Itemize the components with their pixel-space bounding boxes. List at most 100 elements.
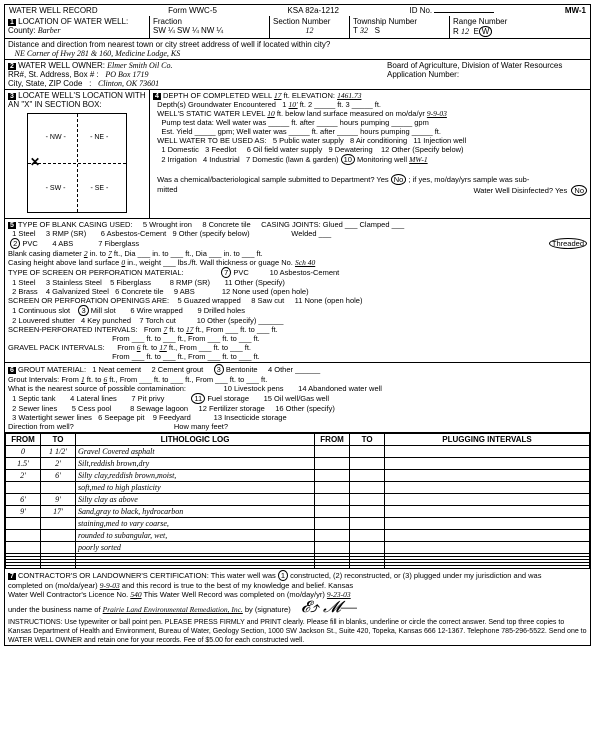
owner-addr1: PO Box 1719 bbox=[105, 70, 148, 79]
log-cell: 1.5' bbox=[6, 458, 41, 470]
lithologic-log-table: FROMTOLITHOLOGIC LOGFROMTOPLUGGING INTER… bbox=[5, 433, 590, 569]
grout-to: 6 bbox=[103, 375, 107, 384]
log-cell bbox=[41, 482, 76, 494]
log-cell bbox=[350, 530, 385, 542]
casing-label: PVC bbox=[22, 239, 37, 248]
use-circle: 10 bbox=[341, 154, 355, 165]
log-cell bbox=[350, 458, 385, 470]
log-cell bbox=[41, 542, 76, 554]
perf-to: 17 bbox=[186, 325, 194, 334]
board-label: Board of Agriculture, Division of Water … bbox=[387, 61, 562, 70]
log-cell bbox=[385, 518, 590, 530]
table-row: 2'6'Silty clay,reddish brown,moist, bbox=[6, 470, 590, 482]
owner-name: Elmer Smith Oil Co. bbox=[107, 61, 172, 70]
cert-circle: 1 bbox=[278, 570, 288, 581]
joints-circle: Threaded bbox=[549, 238, 587, 249]
sec-5-num: 5 bbox=[8, 222, 16, 229]
disinf-no: No bbox=[571, 185, 587, 196]
fraction: SW ¼ SW ¼ NW ¼ bbox=[153, 26, 223, 35]
log-cell: rounded to subangular, wet, bbox=[76, 530, 315, 542]
gravel-to: 17 bbox=[159, 343, 167, 352]
county: Barber bbox=[38, 26, 61, 35]
x-mark: ✕ bbox=[30, 155, 40, 169]
sec-4-num: 4 bbox=[153, 93, 161, 100]
sec-1-num: 1 bbox=[8, 19, 16, 26]
log-cell: staining,med to vary coarse, bbox=[76, 518, 315, 530]
well-record-form: WATER WELL RECORD Form WWC-5 KSA 82a-121… bbox=[4, 4, 591, 646]
sec-2-num: 2 bbox=[8, 63, 16, 70]
static-date: 9-9-03 bbox=[427, 109, 447, 118]
contam-circle: 11 bbox=[191, 393, 205, 404]
id-no-label: ID No. bbox=[409, 6, 494, 15]
table-row: staining,med to vary coarse, bbox=[6, 518, 590, 530]
log-cell bbox=[6, 542, 41, 554]
form-ksa: KSA 82a-1212 bbox=[287, 6, 339, 15]
log-cell bbox=[6, 530, 41, 542]
log-cell: Silt,reddish brown,dry bbox=[76, 458, 315, 470]
log-cell bbox=[385, 482, 590, 494]
log-cell: Gravel Covered asphalt bbox=[76, 446, 315, 458]
owner-addr2: Clinton, OK 73601 bbox=[98, 79, 159, 88]
log-cell bbox=[385, 446, 590, 458]
log-header: FROM bbox=[315, 434, 350, 446]
wall-thick: Sch 40 bbox=[295, 258, 315, 267]
table-row: rounded to subangular, wet, bbox=[6, 530, 590, 542]
log-cell bbox=[315, 446, 350, 458]
log-header: LITHOLOGIC LOG bbox=[76, 434, 315, 446]
log-cell: Silty clay as above bbox=[76, 494, 315, 506]
form-title: WATER WELL RECORD bbox=[9, 6, 98, 15]
township: 32 bbox=[360, 26, 368, 35]
log-cell: 2' bbox=[41, 458, 76, 470]
log-cell: 17' bbox=[41, 506, 76, 518]
perf-from: 7 bbox=[163, 325, 167, 334]
table-row: soft,med to high plasticity bbox=[6, 482, 590, 494]
log-cell bbox=[350, 482, 385, 494]
log-cell: 2' bbox=[6, 470, 41, 482]
table-row: 9'17'Sand,gray to black, hydrocarbon bbox=[6, 506, 590, 518]
comp-date: 9-23-03 bbox=[327, 590, 351, 599]
elevation: 1461.73 bbox=[337, 91, 361, 100]
log-cell bbox=[350, 542, 385, 554]
section-num: 12 bbox=[273, 26, 346, 35]
log-cell: 9' bbox=[6, 506, 41, 518]
open-circle: 3 bbox=[78, 305, 88, 316]
static-level: 10 bbox=[267, 109, 275, 118]
log-cell bbox=[6, 482, 41, 494]
log-cell: 9' bbox=[41, 494, 76, 506]
log-cell bbox=[350, 506, 385, 518]
log-cell: Silty clay,reddish brown,moist, bbox=[76, 470, 315, 482]
log-cell bbox=[350, 494, 385, 506]
form-header: WATER WELL RECORD Form WWC-5 KSA 82a-121… bbox=[5, 5, 590, 16]
log-cell bbox=[41, 530, 76, 542]
grout-circle: 3 bbox=[214, 364, 224, 375]
form-number: Form WWC-5 bbox=[168, 6, 217, 15]
casing-circle: 2 bbox=[10, 238, 20, 249]
section-6-grout: 6 GROUT MATERIAL: 1 Neat cement 2 Cement… bbox=[5, 363, 590, 433]
log-cell: soft,med to high plasticity bbox=[76, 482, 315, 494]
sec-3-num: 3 bbox=[8, 93, 16, 100]
log-cell bbox=[315, 494, 350, 506]
cert-date: 9-9-03 bbox=[100, 581, 120, 590]
log-cell bbox=[315, 542, 350, 554]
appno-label: Application Number: bbox=[387, 70, 459, 79]
log-cell bbox=[385, 494, 590, 506]
log-cell bbox=[385, 530, 590, 542]
distance: NE Corner of Hwy 281 & 160, Medicine Lod… bbox=[15, 49, 181, 58]
bact-no: No bbox=[391, 174, 407, 185]
log-header: TO bbox=[350, 434, 385, 446]
section-3-4: 3 LOCATE WELL'S LOCATION WITH AN "X" IN … bbox=[5, 90, 590, 219]
table-row: 1.5'2'Silt,reddish brown,dry bbox=[6, 458, 590, 470]
use-label: Monitoring well bbox=[357, 155, 407, 164]
open-label: Mill slot bbox=[91, 306, 116, 315]
section-5-casing: 5 TYPE OF BLANK CASING USED: 5 Wrought i… bbox=[5, 219, 590, 363]
log-header: FROM bbox=[6, 434, 41, 446]
section-2-owner: 2 WATER WELL OWNER: Elmer Smith Oil Co. … bbox=[5, 60, 590, 90]
table-row: 01 1/2'Gravel Covered asphalt bbox=[6, 446, 590, 458]
section-7-cert: 7 CONTRACTOR'S OR LANDOWNER'S CERTIFICAT… bbox=[5, 569, 590, 645]
log-cell: 6' bbox=[41, 470, 76, 482]
sec-6-num: 6 bbox=[8, 367, 16, 374]
section-1-location: 1 LOCATION OF WATER WELL: County: Barber… bbox=[5, 16, 590, 39]
log-cell bbox=[315, 530, 350, 542]
log-cell: 0 bbox=[6, 446, 41, 458]
table-row: poorly sorted bbox=[6, 542, 590, 554]
